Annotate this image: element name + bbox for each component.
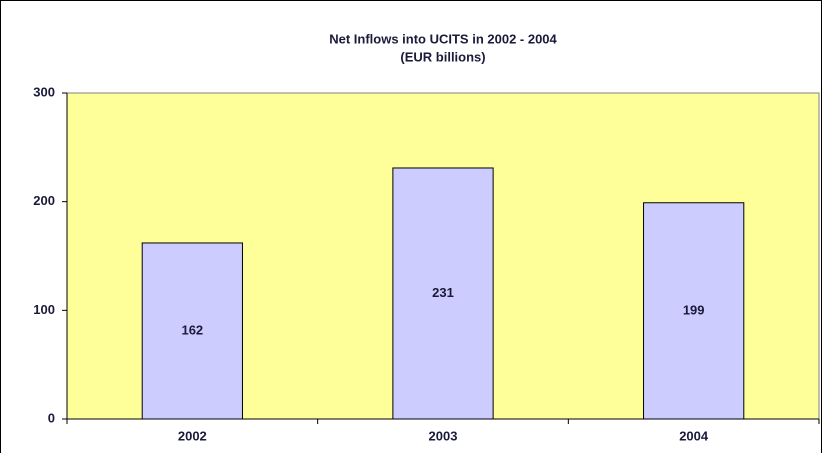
data-label: 231 (432, 285, 454, 300)
y-tick-label: 200 (33, 193, 55, 208)
y-tick-label: 300 (33, 84, 55, 99)
data-label: 162 (181, 322, 203, 337)
bar (141, 242, 243, 420)
bar (392, 167, 494, 420)
chart-subtitle: (EUR billions) (400, 49, 485, 64)
bar (643, 202, 745, 420)
chart-title: Net Inflows into UCITS in 2002 - 2004 (329, 31, 557, 46)
y-tick-label: 0 (48, 410, 55, 425)
x-tick-label: 2002 (178, 428, 207, 443)
data-label: 199 (683, 302, 705, 317)
x-tick-label: 2004 (679, 428, 709, 443)
x-tick-label: 2003 (429, 428, 458, 443)
y-tick-label: 100 (33, 302, 55, 317)
